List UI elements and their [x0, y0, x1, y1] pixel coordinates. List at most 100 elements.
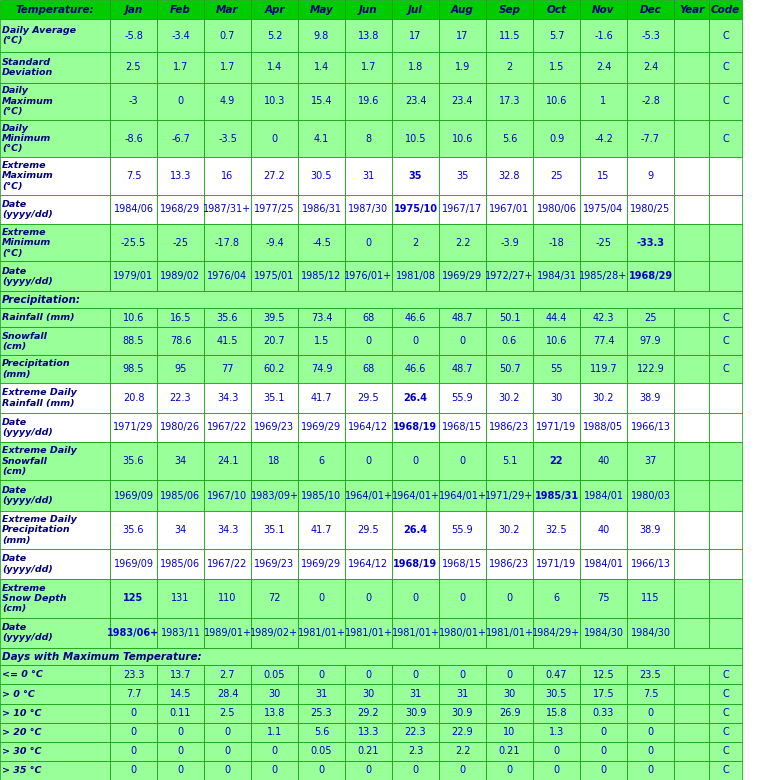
Bar	[580, 120, 627, 158]
Bar	[674, 83, 709, 120]
Text: 16.5: 16.5	[170, 313, 192, 323]
Bar	[157, 549, 204, 580]
Bar	[298, 685, 345, 704]
Text: 55.9: 55.9	[452, 393, 473, 402]
Bar	[533, 328, 580, 355]
Text: 35.6: 35.6	[123, 525, 144, 535]
Text: 24.1: 24.1	[217, 456, 239, 466]
Text: 28.4: 28.4	[217, 689, 239, 699]
Text: 1975/01: 1975/01	[254, 271, 295, 282]
Bar	[204, 224, 251, 261]
Text: 1968/19: 1968/19	[393, 422, 438, 432]
Text: -3.5: -3.5	[218, 133, 237, 144]
Bar	[439, 580, 486, 618]
Bar	[251, 761, 298, 780]
Text: Dec: Dec	[640, 5, 662, 15]
Text: 1983/09+: 1983/09+	[250, 491, 299, 501]
Text: 5.6: 5.6	[502, 133, 517, 144]
Bar	[627, 413, 674, 442]
Bar	[204, 413, 251, 442]
Bar	[580, 511, 627, 549]
Bar	[157, 723, 204, 742]
Text: 1966/13: 1966/13	[630, 422, 670, 432]
Bar	[392, 120, 439, 158]
Bar	[204, 442, 251, 480]
Bar	[486, 83, 533, 120]
Bar	[157, 308, 204, 328]
Bar	[0, 761, 110, 780]
Bar	[157, 442, 204, 480]
Bar	[709, 83, 742, 120]
Text: 13.8: 13.8	[264, 708, 285, 718]
Bar	[486, 261, 533, 291]
Text: 122.9: 122.9	[637, 364, 665, 374]
Text: 41.7: 41.7	[310, 525, 332, 535]
Text: 0.33: 0.33	[593, 708, 614, 718]
Text: 0: 0	[460, 456, 465, 466]
Bar	[709, 480, 742, 511]
Text: 1.1: 1.1	[267, 727, 282, 737]
Bar	[533, 158, 580, 194]
Text: 1964/12: 1964/12	[349, 422, 389, 432]
Text: 1989/02: 1989/02	[160, 271, 200, 282]
Bar	[709, 383, 742, 413]
Text: 40: 40	[597, 525, 610, 535]
Bar	[627, 120, 674, 158]
Text: Extreme
Minimum
(°C): Extreme Minimum (°C)	[2, 228, 52, 257]
Bar	[674, 328, 709, 355]
Text: 34: 34	[174, 456, 187, 466]
Bar	[157, 224, 204, 261]
Bar	[345, 742, 392, 761]
Text: Date
(yyyy/dd): Date (yyyy/dd)	[2, 486, 52, 505]
Bar	[345, 194, 392, 224]
Bar	[204, 761, 251, 780]
Bar	[251, 328, 298, 355]
Bar	[533, 83, 580, 120]
Text: 1987/30: 1987/30	[349, 204, 389, 215]
Bar	[627, 704, 674, 723]
Text: 1.8: 1.8	[408, 62, 423, 73]
Text: Extreme Daily
Rainfall (mm): Extreme Daily Rainfall (mm)	[2, 388, 77, 407]
Bar	[533, 383, 580, 413]
Bar	[298, 261, 345, 291]
Bar	[298, 0, 345, 19]
Bar	[157, 261, 204, 291]
Bar	[110, 0, 157, 19]
Text: 1979/01: 1979/01	[113, 271, 153, 282]
Bar	[674, 665, 709, 685]
Bar	[674, 761, 709, 780]
Text: 35.6: 35.6	[123, 456, 144, 466]
Text: 30.2: 30.2	[593, 393, 614, 402]
Text: 10.6: 10.6	[452, 133, 473, 144]
Bar	[709, 328, 742, 355]
Bar	[580, 761, 627, 780]
Text: 0.21: 0.21	[499, 746, 520, 757]
Text: 10: 10	[504, 727, 515, 737]
Bar	[392, 618, 439, 648]
Text: 0: 0	[178, 746, 184, 757]
Bar	[110, 685, 157, 704]
Text: 4.1: 4.1	[314, 133, 329, 144]
Bar	[157, 52, 204, 83]
Text: 0: 0	[601, 765, 607, 775]
Text: 17.3: 17.3	[499, 96, 520, 106]
Bar	[627, 761, 674, 780]
Bar	[533, 261, 580, 291]
Bar	[110, 704, 157, 723]
Bar	[580, 355, 627, 383]
Bar	[627, 442, 674, 480]
Bar	[157, 580, 204, 618]
Bar	[251, 480, 298, 511]
Bar	[157, 480, 204, 511]
Text: 25: 25	[551, 171, 563, 181]
Bar	[392, 413, 439, 442]
Bar	[486, 442, 533, 480]
Bar	[709, 19, 742, 52]
Bar	[110, 261, 157, 291]
Bar	[392, 83, 439, 120]
Bar	[251, 511, 298, 549]
Text: 0.6: 0.6	[502, 336, 517, 346]
Text: 2.4: 2.4	[643, 62, 658, 73]
Text: 12.5: 12.5	[593, 670, 615, 680]
Text: -9.4: -9.4	[265, 238, 284, 248]
